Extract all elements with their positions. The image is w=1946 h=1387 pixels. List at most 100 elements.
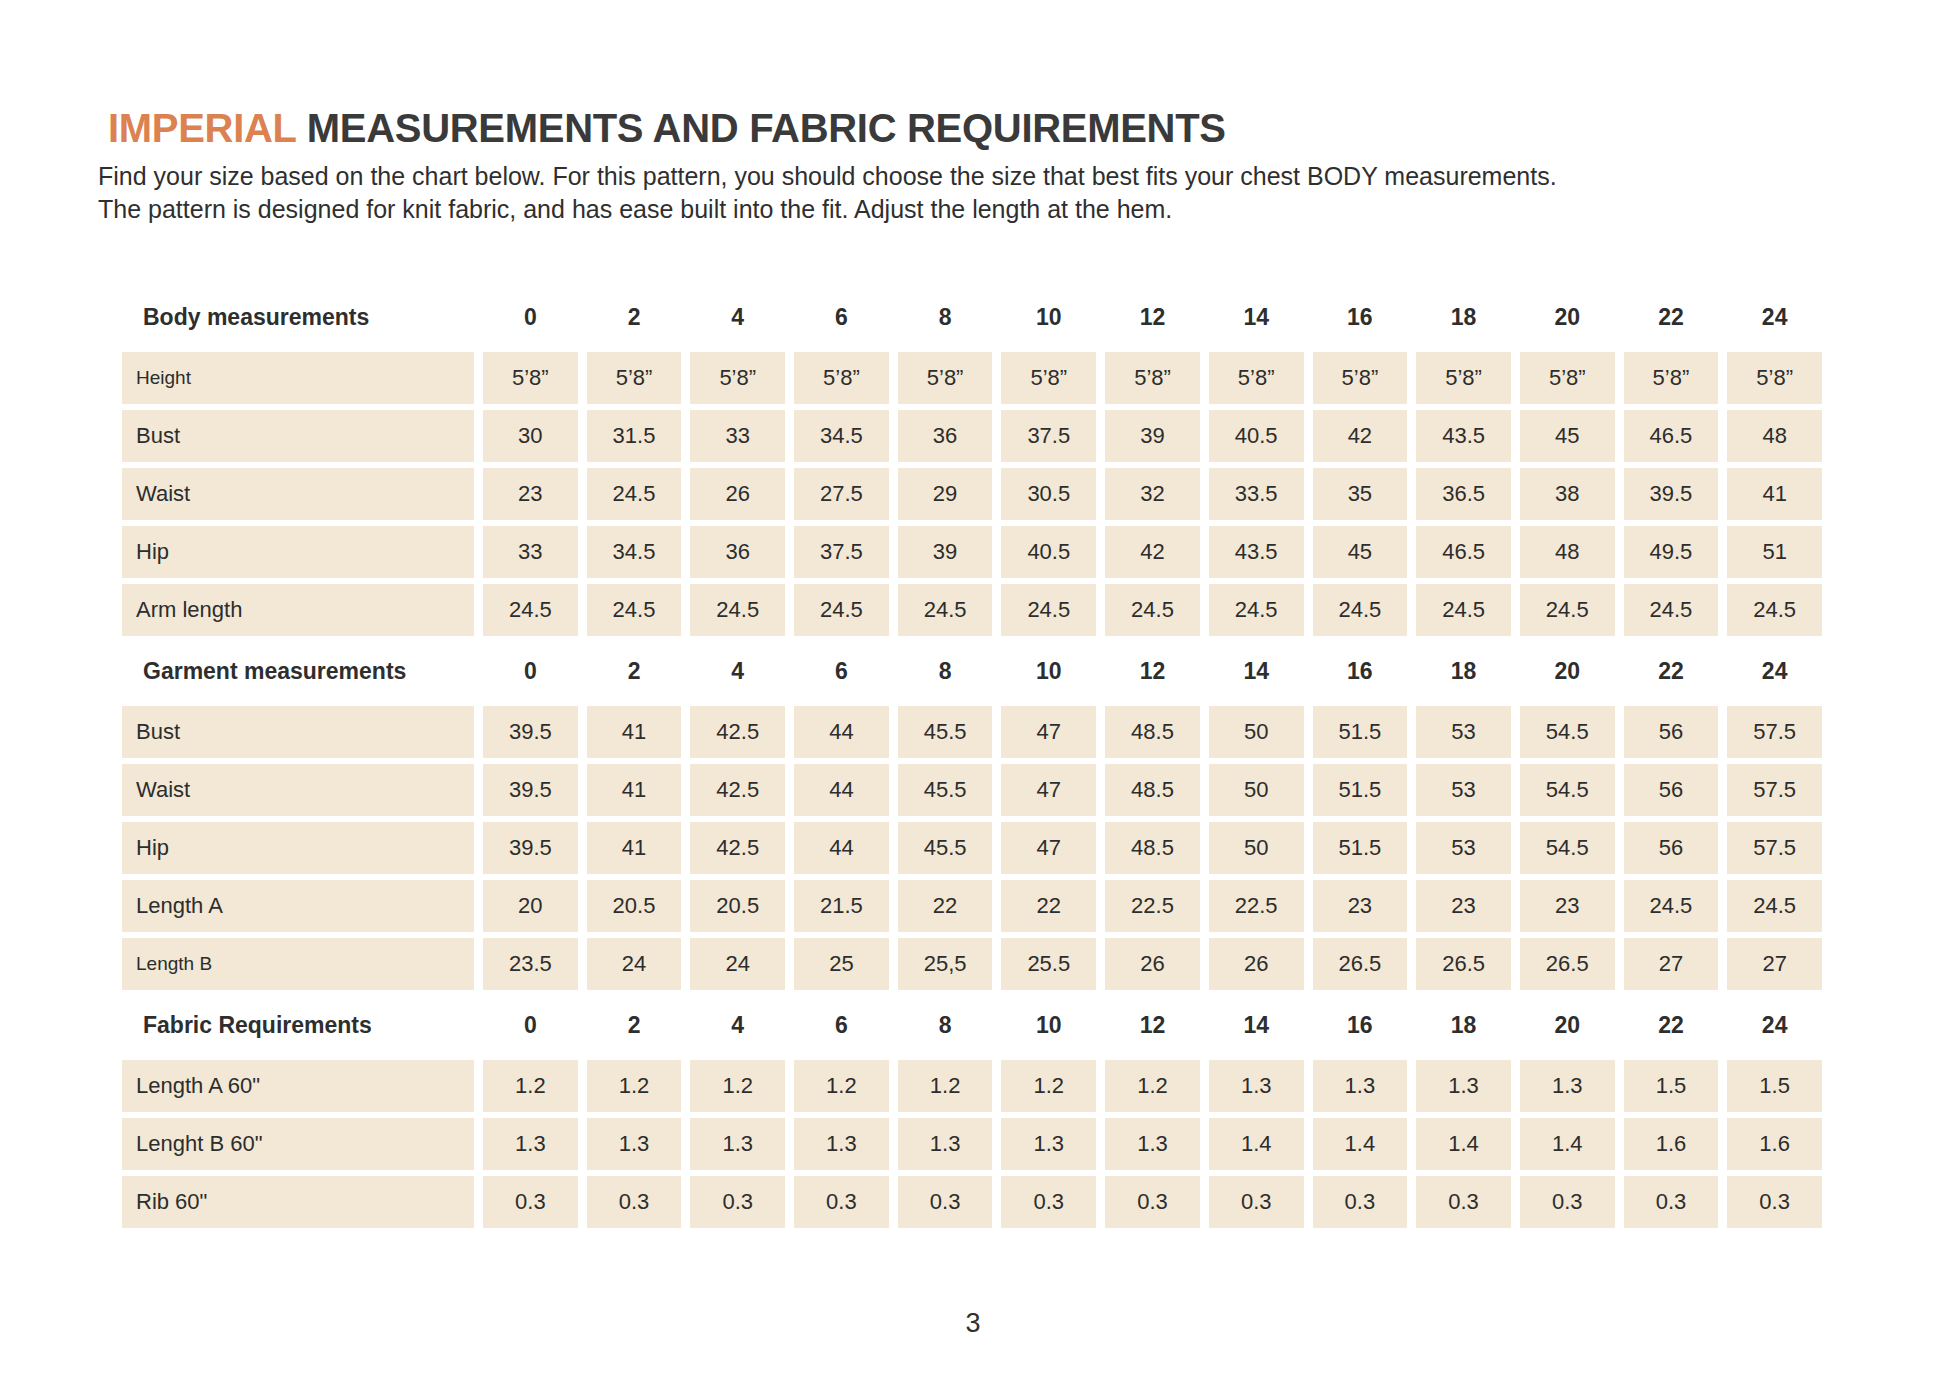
- value-cell: 1.5: [1624, 1060, 1719, 1112]
- value-cell: 1.2: [690, 1060, 785, 1112]
- value-cell: 1.2: [1105, 1060, 1200, 1112]
- value-cell: 24.5: [1209, 584, 1304, 636]
- value-cell: 5’8”: [898, 352, 993, 404]
- value-cell: 45.5: [898, 706, 993, 758]
- value-cell: 43.5: [1209, 526, 1304, 578]
- section-header-row: Body measurements024681012141618202224: [122, 288, 1822, 346]
- size-header-cell: 22: [1624, 642, 1719, 700]
- value-cell: 26: [1209, 938, 1304, 990]
- value-cell: 0.3: [1416, 1176, 1511, 1228]
- value-cell: 1.3: [898, 1118, 993, 1170]
- value-cell: 26: [690, 468, 785, 520]
- title-highlight: IMPERIAL: [108, 106, 296, 150]
- table-row: Length A 60"1.21.21.21.21.21.21.21.31.31…: [122, 1060, 1822, 1112]
- value-cell: 38: [1520, 468, 1615, 520]
- value-cell: 44: [794, 764, 889, 816]
- value-cell: 5’8”: [690, 352, 785, 404]
- value-cell: 1.3: [1001, 1118, 1096, 1170]
- value-cell: 53: [1416, 822, 1511, 874]
- size-header-cell: 16: [1313, 996, 1408, 1054]
- intro-line-1: Find your size based on the chart below.…: [98, 160, 1557, 193]
- value-cell: 39: [1105, 410, 1200, 462]
- value-cell: 25.5: [1001, 938, 1096, 990]
- value-cell: 1.4: [1416, 1118, 1511, 1170]
- size-header-cell: 8: [898, 642, 993, 700]
- size-header-cell: 4: [690, 996, 785, 1054]
- value-cell: 33.5: [1209, 468, 1304, 520]
- size-header-cell: 0: [483, 288, 578, 346]
- table-row: Length A2020.520.521.5222222.522.5232323…: [122, 880, 1822, 932]
- value-cell: 22.5: [1209, 880, 1304, 932]
- row-label: Hip: [122, 526, 474, 578]
- size-header-cell: 24: [1727, 288, 1822, 346]
- value-cell: 24: [587, 938, 682, 990]
- section-title: Fabric Requirements: [122, 996, 474, 1054]
- value-cell: 5’8”: [1624, 352, 1719, 404]
- value-cell: 1.2: [587, 1060, 682, 1112]
- row-label: Waist: [122, 764, 474, 816]
- size-header-cell: 8: [898, 996, 993, 1054]
- value-cell: 1.2: [1001, 1060, 1096, 1112]
- table-row: Lenght B 60"1.31.31.31.31.31.31.31.41.41…: [122, 1118, 1822, 1170]
- value-cell: 0.3: [794, 1176, 889, 1228]
- size-header-cell: 14: [1209, 288, 1304, 346]
- value-cell: 1.2: [898, 1060, 993, 1112]
- value-cell: 23: [1313, 880, 1408, 932]
- value-cell: 21.5: [794, 880, 889, 932]
- value-cell: 24.5: [1416, 584, 1511, 636]
- size-header-cell: 16: [1313, 642, 1408, 700]
- value-cell: 56: [1624, 706, 1719, 758]
- size-header-cell: 0: [483, 996, 578, 1054]
- value-cell: 0.3: [1001, 1176, 1096, 1228]
- value-cell: 41: [587, 706, 682, 758]
- value-cell: 47: [1001, 706, 1096, 758]
- value-cell: 24.5: [1105, 584, 1200, 636]
- value-cell: 37.5: [1001, 410, 1096, 462]
- value-cell: 44: [794, 706, 889, 758]
- size-header-cell: 24: [1727, 642, 1822, 700]
- value-cell: 1.4: [1209, 1118, 1304, 1170]
- value-cell: 34.5: [587, 526, 682, 578]
- size-header-cell: 20: [1520, 996, 1615, 1054]
- table-row: Bust39.54142.54445.54748.55051.55354.556…: [122, 706, 1822, 758]
- value-cell: 24.5: [898, 584, 993, 636]
- value-cell: 57.5: [1727, 764, 1822, 816]
- section-title: Garment measurements: [122, 642, 474, 700]
- value-cell: 0.3: [690, 1176, 785, 1228]
- size-header-cell: 10: [1001, 288, 1096, 346]
- size-header-cell: 12: [1105, 996, 1200, 1054]
- value-cell: 0.3: [1105, 1176, 1200, 1228]
- size-header-cell: 12: [1105, 642, 1200, 700]
- value-cell: 51.5: [1313, 706, 1408, 758]
- value-cell: 1.6: [1727, 1118, 1822, 1170]
- value-cell: 5’8”: [1727, 352, 1822, 404]
- row-label: Length A 60": [122, 1060, 474, 1112]
- value-cell: 1.4: [1520, 1118, 1615, 1170]
- value-cell: 1.3: [1209, 1060, 1304, 1112]
- value-cell: 33: [690, 410, 785, 462]
- value-cell: 54.5: [1520, 764, 1615, 816]
- value-cell: 39.5: [1624, 468, 1719, 520]
- pattern-size-chart-page: IMPERIAL MEASUREMENTS AND FABRIC REQUIRE…: [0, 0, 1946, 1387]
- size-header-cell: 6: [794, 996, 889, 1054]
- value-cell: 24.5: [483, 584, 578, 636]
- value-cell: 1.3: [1313, 1060, 1408, 1112]
- value-cell: 24.5: [1624, 584, 1719, 636]
- value-cell: 36.5: [1416, 468, 1511, 520]
- size-header-cell: 10: [1001, 642, 1096, 700]
- row-label: Arm length: [122, 584, 474, 636]
- value-cell: 24.5: [1727, 880, 1822, 932]
- value-cell: 0.3: [483, 1176, 578, 1228]
- value-cell: 45: [1520, 410, 1615, 462]
- value-cell: 27: [1624, 938, 1719, 990]
- size-header-cell: 4: [690, 288, 785, 346]
- value-cell: 20.5: [690, 880, 785, 932]
- value-cell: 31.5: [587, 410, 682, 462]
- value-cell: 42: [1313, 410, 1408, 462]
- value-cell: 48.5: [1105, 764, 1200, 816]
- value-cell: 5’8”: [1001, 352, 1096, 404]
- value-cell: 39.5: [483, 764, 578, 816]
- value-cell: 51: [1727, 526, 1822, 578]
- value-cell: 20.5: [587, 880, 682, 932]
- value-cell: 41: [587, 764, 682, 816]
